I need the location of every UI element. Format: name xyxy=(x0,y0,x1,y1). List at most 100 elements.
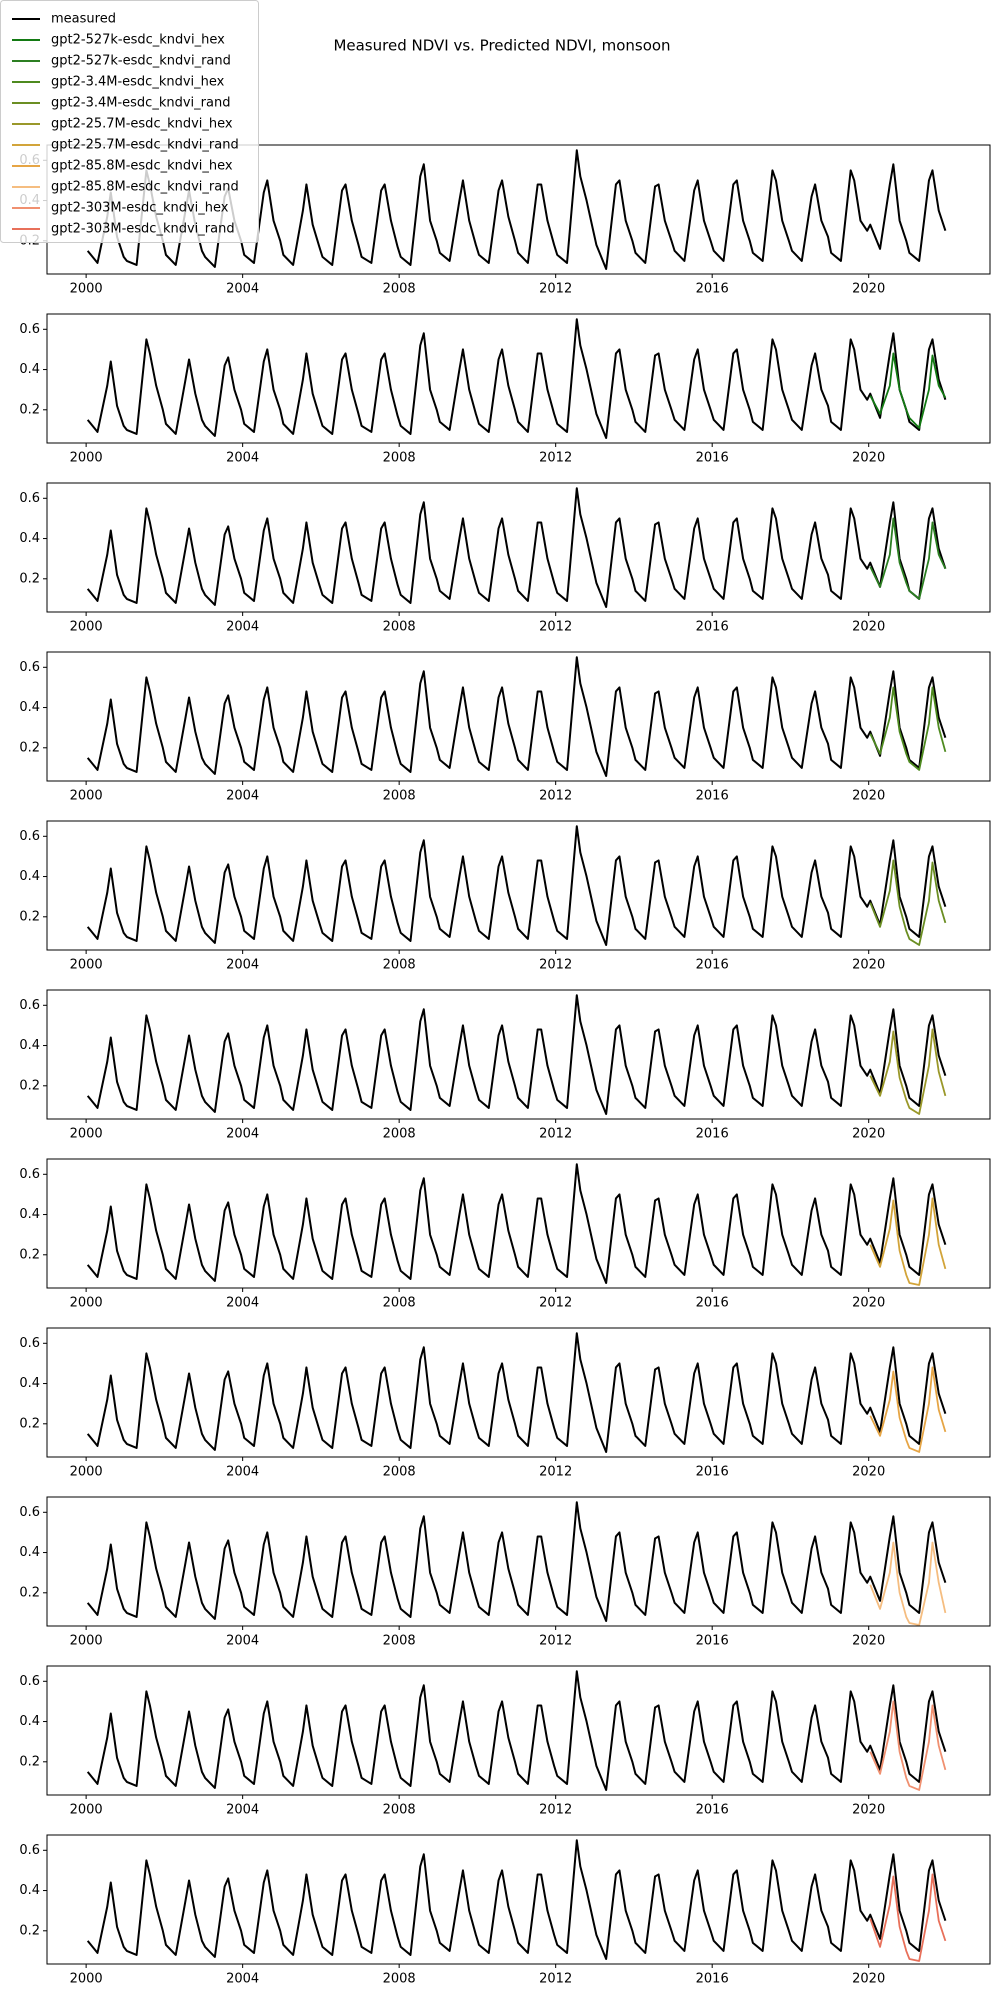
legend-label: measured xyxy=(51,12,116,27)
y-tick-label: 0.2 xyxy=(19,740,40,755)
legend-label: gpt2-85.8M-esdc_kndvi_hex xyxy=(51,159,233,174)
x-tick-label: 2000 xyxy=(70,282,103,297)
x-tick-label: 2012 xyxy=(539,958,572,973)
series-line xyxy=(869,1700,947,1791)
axes-frame xyxy=(46,651,991,782)
subplot: 0.2 0.4 0.6 2000 2004 2008 2012 2016 2020 xyxy=(19,651,991,804)
y-tick-label: 0.2 xyxy=(19,1923,40,1938)
y-tick-label: 0.4 xyxy=(19,1545,40,1560)
x-tick-label: 2012 xyxy=(539,789,572,804)
y-tick-label: 0.2 xyxy=(19,402,40,417)
x-tick-label: 2012 xyxy=(539,1803,572,1818)
x-tick-label: 2008 xyxy=(383,282,416,297)
x-tick-label: 2012 xyxy=(539,1127,572,1142)
x-tick-label: 2012 xyxy=(539,1465,572,1480)
legend-label: gpt2-303M-esdc_kndvi_hex xyxy=(51,201,229,216)
y-tick-label: 0.4 xyxy=(19,700,40,715)
legend-label: gpt2-303M-esdc_kndvi_rand xyxy=(51,222,235,237)
y-tick-label: 0.2 xyxy=(19,1247,40,1262)
x-tick-label: 2000 xyxy=(70,451,103,466)
subplot: 0.2 0.4 0.6 2000 2004 2008 2012 2016 2020 xyxy=(19,482,991,635)
axes-frame xyxy=(46,1496,991,1627)
y-tick-label: 0.2 xyxy=(19,909,40,924)
plot-lines xyxy=(86,825,947,946)
x-tick-label: 2020 xyxy=(852,1127,885,1142)
subplot: 0.2 0.4 0.6 2000 2004 2008 2012 2016 2020 xyxy=(19,1665,991,1818)
x-tick-label: 2004 xyxy=(226,1634,259,1649)
series-line xyxy=(86,656,947,777)
axes-frame xyxy=(46,820,991,951)
x-tick-label: 2020 xyxy=(852,1634,885,1649)
series-line xyxy=(86,994,947,1115)
y-tick-label: 0.6 xyxy=(19,1674,40,1689)
x-tick-label: 2012 xyxy=(539,282,572,297)
x-tick-label: 2020 xyxy=(852,620,885,635)
subplot: 0.2 0.4 0.6 2000 2004 2008 2012 2016 2020 xyxy=(19,820,991,973)
x-tick-label: 2008 xyxy=(383,1127,416,1142)
x-tick-label: 2016 xyxy=(696,620,729,635)
axes-frame xyxy=(46,1327,991,1458)
x-tick-label: 2020 xyxy=(852,1296,885,1311)
legend: measured gpt2-527k-esdc_kndvi_hex gpt2-527… xyxy=(0,0,259,243)
y-tick-label: 0.4 xyxy=(19,1883,40,1898)
y-tick-label: 0.6 xyxy=(19,1843,40,1858)
x-tick-label: 2016 xyxy=(696,282,729,297)
legend-label: gpt2-85.8M-esdc_kndvi_rand xyxy=(51,180,239,195)
legend-box xyxy=(0,0,259,243)
x-tick-label: 2004 xyxy=(226,958,259,973)
x-tick-label: 2020 xyxy=(852,1465,885,1480)
y-tick-label: 0.6 xyxy=(19,1336,40,1351)
x-tick-label: 2008 xyxy=(383,1634,416,1649)
series-line xyxy=(86,318,947,439)
x-tick-label: 2020 xyxy=(852,789,885,804)
x-tick-label: 2004 xyxy=(226,620,259,635)
y-tick-label: 0.4 xyxy=(19,1714,40,1729)
y-tick-label: 0.6 xyxy=(19,491,40,506)
x-tick-label: 2000 xyxy=(70,1972,103,1987)
subplot: 0.2 0.4 0.6 2000 2004 2008 2012 2016 2020 xyxy=(19,989,991,1142)
series-line xyxy=(869,1028,947,1115)
x-tick-label: 2008 xyxy=(383,1465,416,1480)
x-tick-label: 2008 xyxy=(383,789,416,804)
x-tick-label: 2000 xyxy=(70,1127,103,1142)
x-tick-label: 2016 xyxy=(696,789,729,804)
x-tick-label: 2016 xyxy=(696,1127,729,1142)
x-tick-label: 2008 xyxy=(383,1296,416,1311)
plot-lines xyxy=(86,1501,947,1626)
x-tick-label: 2000 xyxy=(70,789,103,804)
axes-frame xyxy=(46,1158,991,1289)
series-line xyxy=(86,487,947,608)
plot-lines xyxy=(86,1839,947,1962)
x-tick-label: 2000 xyxy=(70,1634,103,1649)
x-tick-label: 2004 xyxy=(226,1972,259,1987)
x-tick-label: 2000 xyxy=(70,1465,103,1480)
subplot: 0.2 0.4 0.6 2000 2004 2008 2012 2016 2020 xyxy=(19,1327,991,1480)
subplot: 0.2 0.4 0.6 2000 2004 2008 2012 2016 2020 xyxy=(19,1158,991,1311)
x-tick-label: 2000 xyxy=(70,1296,103,1311)
y-tick-label: 0.2 xyxy=(19,1754,40,1769)
x-tick-label: 2016 xyxy=(696,1634,729,1649)
axes-frame xyxy=(46,1665,991,1796)
y-tick-label: 0.6 xyxy=(19,1167,40,1182)
x-tick-label: 2000 xyxy=(70,958,103,973)
chart-title: Measured NDVI vs. Predicted NDVI, monsoo… xyxy=(333,37,670,55)
series-line xyxy=(86,1670,947,1791)
x-tick-label: 2020 xyxy=(852,1803,885,1818)
x-tick-label: 2016 xyxy=(696,1296,729,1311)
legend-label: gpt2-527k-esdc_kndvi_rand xyxy=(51,54,231,69)
series-line xyxy=(869,1541,947,1626)
y-tick-label: 0.2 xyxy=(19,1416,40,1431)
legend-label: gpt2-3.4M-esdc_kndvi_rand xyxy=(51,96,230,111)
subplot: 0.2 0.4 0.6 2000 2004 2008 2012 2016 2020 xyxy=(19,1496,991,1649)
subplot: 0.2 0.4 0.6 2000 2004 2008 2012 2016 2020 xyxy=(19,313,991,466)
x-tick-label: 2016 xyxy=(696,451,729,466)
y-tick-label: 0.4 xyxy=(19,869,40,884)
legend-label: gpt2-25.7M-esdc_kndvi_hex xyxy=(51,117,233,132)
legend-label: gpt2-25.7M-esdc_kndvi_rand xyxy=(51,138,239,153)
x-tick-label: 2008 xyxy=(383,1803,416,1818)
y-tick-label: 0.6 xyxy=(19,1505,40,1520)
x-tick-label: 2000 xyxy=(70,1803,103,1818)
y-tick-label: 0.6 xyxy=(19,998,40,1013)
axes-frame xyxy=(46,1834,991,1965)
